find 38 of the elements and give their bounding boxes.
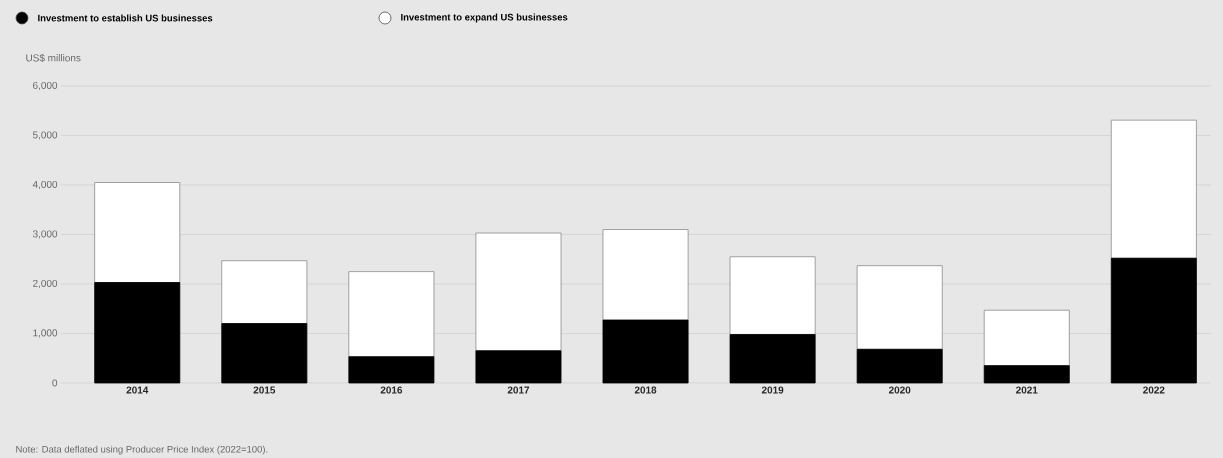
x-tick-label: 2014 xyxy=(126,386,149,394)
bar xyxy=(1110,119,1197,259)
legend-label: Investment to establish US businesses xyxy=(38,14,213,22)
legend-label: Investment to expand US businesses xyxy=(401,13,568,23)
bar xyxy=(475,232,562,352)
y-tick-label: 5,000 xyxy=(32,131,58,140)
y-tick-label: 6,000 xyxy=(33,81,58,91)
bar xyxy=(348,271,435,358)
x-tick-label: 2022 xyxy=(1143,386,1165,394)
bar xyxy=(1110,257,1197,384)
y-tick-label: 1,000 xyxy=(33,329,58,338)
bar xyxy=(856,265,943,350)
x-tick-label: 2015 xyxy=(253,386,276,394)
text: Note: Data deflated using Producer Price Index (2022=100). xyxy=(16,445,268,455)
y-axis-title: US$ millions xyxy=(26,53,81,63)
bar xyxy=(221,260,308,324)
bar xyxy=(602,319,689,384)
y-tick-label: 3,000 xyxy=(32,230,58,239)
x-tick-label: 2017 xyxy=(507,386,530,394)
y-tick-label: 2,000 xyxy=(33,279,58,289)
x-tick-label: 2021 xyxy=(1016,386,1038,394)
bar xyxy=(729,334,816,384)
y-tick-label: 0 xyxy=(52,379,58,387)
y-tick-label: 4,000 xyxy=(32,180,58,190)
x-tick-label: 2016 xyxy=(380,386,403,394)
bar xyxy=(983,365,1070,384)
x-tick-label: 2018 xyxy=(634,386,657,394)
bar xyxy=(94,182,181,283)
bar xyxy=(856,348,943,384)
x-tick-label: 2020 xyxy=(888,386,911,394)
bar xyxy=(983,309,1070,367)
bar xyxy=(221,323,308,384)
x-tick-label: 2019 xyxy=(761,386,784,394)
bar xyxy=(475,350,562,384)
bar xyxy=(348,356,435,384)
bar xyxy=(94,282,181,384)
bar xyxy=(602,229,689,321)
bar xyxy=(729,256,816,335)
